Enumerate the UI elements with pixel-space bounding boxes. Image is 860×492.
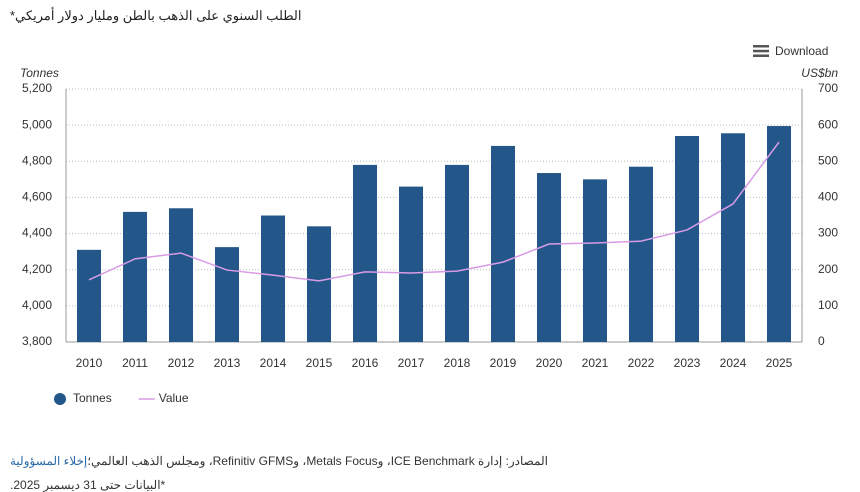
y-tick-label: 4,200 (22, 262, 52, 276)
x-tick-label: 2024 (720, 356, 747, 370)
bar (629, 166, 653, 342)
y-axis-title: Tonnes (20, 66, 59, 80)
x-tick-label: 2014 (260, 356, 287, 370)
download-label: Download (775, 44, 829, 58)
bar (261, 215, 285, 342)
legend-label: Value (159, 391, 189, 405)
y-tick-label: 5,200 (22, 81, 52, 95)
bar (353, 164, 377, 342)
bar (491, 145, 515, 342)
x-tick-label: 2019 (490, 356, 517, 370)
x-tick-label: 2022 (628, 356, 655, 370)
x-tick-label: 2012 (168, 356, 195, 370)
bar (721, 133, 745, 342)
footer-note: *البيانات حتى 31 ديسمبر 2025. (10, 478, 166, 492)
y2-tick-label: 400 (818, 190, 838, 204)
bar (77, 249, 101, 342)
x-tick-label: 2015 (306, 356, 333, 370)
y2-tick-label: 300 (818, 226, 838, 240)
y-tick-label: 4,000 (22, 298, 52, 312)
bar (675, 135, 699, 342)
y2-tick-label: 200 (818, 262, 838, 276)
bar (399, 186, 423, 342)
x-tick-label: 2020 (536, 356, 563, 370)
y-tick-label: 3,800 (22, 334, 52, 348)
x-tick-label: 2013 (214, 356, 241, 370)
y2-axis-title: US$bn (801, 66, 838, 80)
bar (215, 247, 239, 342)
menu-icon (753, 45, 769, 57)
y-tick-label: 5,000 (22, 117, 52, 131)
x-tick-label: 2023 (674, 356, 701, 370)
sources-text: المصادر: إدارة ICE Benchmark، وMetals Fo… (87, 454, 548, 468)
y-tick-label: 4,400 (22, 226, 52, 240)
bar (445, 164, 469, 342)
legend-marker (54, 393, 66, 405)
y2-tick-label: 600 (818, 117, 838, 131)
x-tick-label: 2016 (352, 356, 379, 370)
x-tick-label: 2010 (76, 356, 103, 370)
bar (123, 211, 147, 342)
chart: Tonnes US$bn 3,800 4,000 4,200 4,400 4,600 4,… (20, 66, 838, 405)
bar (169, 208, 193, 342)
y2-tick-label: 700 (818, 81, 838, 95)
disclaimer-link[interactable]: إخلاء المسؤولية (10, 454, 88, 468)
y2-tick-label: 500 (818, 153, 838, 167)
x-tick-label: 2017 (398, 356, 425, 370)
bar (583, 179, 607, 342)
line (88, 141, 780, 282)
bar (307, 226, 331, 342)
bar (537, 173, 561, 342)
x-tick-label: 2021 (582, 356, 609, 370)
legend-label: Tonnes (73, 391, 112, 405)
footer-sources: إخلاء المسؤوليةالمصادر: إدارة ICE Benchm… (10, 454, 548, 468)
chart-title: الطلب السنوي على الذهب بالطن ومليار دولا… (10, 8, 302, 23)
x-tick-label: 2018 (444, 356, 471, 370)
y2-tick-label: 100 (818, 298, 838, 312)
bar (767, 126, 791, 343)
y2-tick-label: 0 (818, 334, 825, 348)
download-button[interactable]: Download (753, 44, 828, 58)
x-tick-label: 2011 (122, 356, 148, 370)
y-tick-label: 4,600 (22, 190, 52, 204)
y-tick-label: 4,800 (22, 153, 52, 167)
x-tick-label: 2025 (766, 356, 793, 370)
